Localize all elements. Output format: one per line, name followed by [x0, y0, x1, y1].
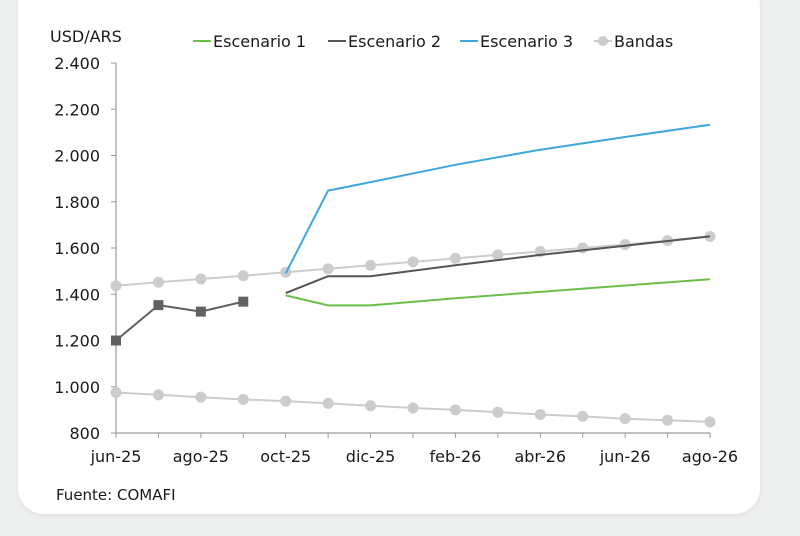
y-tick-label: 2.200	[54, 100, 100, 119]
legend-item: Escenario 3	[460, 32, 573, 51]
data-point	[704, 416, 716, 428]
data-point	[110, 387, 122, 399]
data-point	[577, 242, 589, 254]
legend-label: Bandas	[614, 32, 673, 51]
data-point	[449, 404, 461, 416]
data-point	[237, 270, 249, 282]
data-point	[492, 406, 504, 418]
data-point	[577, 410, 589, 422]
data-point	[152, 389, 164, 401]
legend-label: Escenario 2	[348, 32, 441, 51]
series-line	[285, 278, 711, 307]
series-escenario-1	[285, 278, 711, 307]
data-point	[195, 391, 207, 403]
legend-marker	[598, 36, 608, 46]
chart-card	[18, 0, 760, 514]
x-tick-label: feb-26	[430, 447, 482, 466]
data-point	[322, 263, 334, 275]
legend: Escenario 1 Escenario 2 Escenario 3 Bandas	[193, 32, 673, 51]
y-unit-label: USD/ARS	[50, 27, 122, 46]
data-point	[152, 276, 164, 288]
data-point	[407, 402, 419, 414]
series-unnamed-5	[111, 296, 249, 346]
data-point	[492, 249, 504, 261]
data-point	[153, 300, 164, 311]
x-tick-label: abr-26	[514, 447, 566, 466]
data-point	[365, 259, 377, 271]
data-point	[407, 256, 419, 268]
data-point	[449, 252, 461, 264]
x-tick-label: jun-25	[90, 447, 142, 466]
y-tick-label: 2.000	[54, 147, 100, 166]
data-point	[619, 239, 631, 251]
y-tick-label: 1.000	[54, 378, 100, 397]
x-tick-label: jun-26	[599, 447, 651, 466]
series-line	[115, 300, 244, 342]
y-tick-label: 1.400	[54, 285, 100, 304]
x-tick-label: oct-25	[260, 447, 311, 466]
data-point	[365, 400, 377, 412]
data-point	[237, 393, 249, 405]
legend-item: Bandas	[594, 32, 673, 51]
y-tick-label: 800	[69, 424, 100, 443]
series-line	[285, 235, 711, 295]
y-tick-label: 1.800	[54, 193, 100, 212]
legend-label: Escenario 3	[480, 32, 573, 51]
data-point	[280, 395, 292, 407]
series-escenario-2	[285, 235, 711, 295]
series-unnamed-4	[110, 387, 716, 428]
data-point	[322, 397, 334, 409]
data-point	[619, 413, 631, 425]
data-point	[238, 296, 249, 307]
source-label: Fuente: COMAFI	[56, 486, 176, 504]
y-tick-label: 1.200	[54, 332, 100, 351]
data-point	[534, 409, 546, 420]
data-point	[111, 335, 121, 346]
legend-item: Escenario 2	[328, 32, 441, 51]
series-layer	[110, 123, 716, 428]
data-point	[110, 280, 122, 292]
data-point	[662, 414, 674, 426]
y-tick-label: 2.400	[54, 54, 100, 73]
legend-label: Escenario 1	[213, 32, 306, 51]
y-tick-label: 1.600	[54, 239, 100, 258]
x-tick-label: ago-26	[682, 447, 738, 466]
data-point	[195, 306, 206, 317]
series-escenario-3	[284, 123, 711, 274]
data-point	[195, 273, 207, 285]
series-bandas	[110, 230, 716, 292]
series-line	[284, 123, 711, 274]
x-tick-label: dic-25	[346, 447, 396, 466]
legend-item: Escenario 1	[193, 32, 306, 51]
x-tick-label: ago-25	[173, 447, 229, 466]
axes: 800 1.000 1.200 1.400 1.600 1.800 2.000 2.200 2.…	[54, 54, 738, 466]
